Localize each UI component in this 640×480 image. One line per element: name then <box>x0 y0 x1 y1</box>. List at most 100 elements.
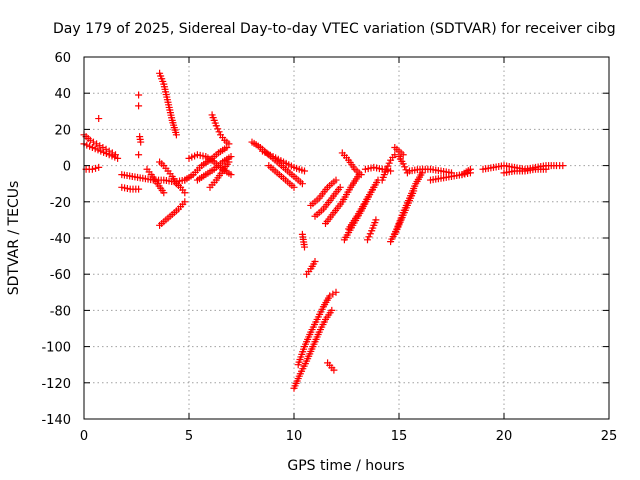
y-tick-label: -60 <box>50 268 71 283</box>
data-point <box>399 151 407 159</box>
y-tick-label: 20 <box>54 123 71 138</box>
series-arc-10 <box>135 151 143 159</box>
data-point <box>172 131 180 139</box>
data-point <box>212 122 220 130</box>
series-arc-19 <box>208 111 233 148</box>
data-point <box>114 154 122 162</box>
x-tick-label: 25 <box>601 429 618 444</box>
axis-ticks: 0 5 10 15 20 25 -140 -120 -100 -80 -60 -40 -20 0 20 40 6… <box>41 51 617 444</box>
series-arc-24 <box>290 306 336 392</box>
chart-title: Day 179 of 2025, Sidereal Day-to-day VTE… <box>53 21 616 37</box>
series-arc-21 <box>259 147 308 175</box>
data-point <box>227 153 235 161</box>
series-arc-11 <box>143 165 168 197</box>
data-point <box>330 366 338 374</box>
grid-lines <box>84 57 609 419</box>
data-point <box>311 258 319 266</box>
y-tick-label: 60 <box>54 51 71 66</box>
data-point <box>384 162 392 170</box>
series-arc-22 <box>265 162 298 191</box>
data-point <box>542 165 550 173</box>
y-tick-label: -20 <box>50 196 71 211</box>
data-point <box>181 198 189 206</box>
series-arc-18 <box>206 158 233 191</box>
data-point <box>135 91 143 99</box>
x-tick-label: 5 <box>185 429 193 444</box>
series-arc-26 <box>303 258 319 278</box>
data-point <box>391 151 399 159</box>
data-point <box>181 189 189 197</box>
series-arc-14 <box>156 198 189 229</box>
series-arc-12 <box>156 69 180 139</box>
x-tick-label: 10 <box>286 429 303 444</box>
series-arc-17 <box>193 153 235 184</box>
y-tick-label: -140 <box>41 413 71 428</box>
data-point <box>298 180 306 188</box>
y-tick-label: -120 <box>41 377 71 392</box>
series-arc-06 <box>118 183 143 193</box>
data-point <box>399 160 407 168</box>
series-arc-33 <box>338 149 365 179</box>
y-tick-label: -100 <box>41 341 71 356</box>
x-tick-label: 15 <box>391 429 408 444</box>
data-point <box>401 163 409 171</box>
data-point <box>290 183 298 191</box>
data-point <box>410 187 418 195</box>
data-point <box>466 165 474 173</box>
series-arc-08 <box>135 102 143 110</box>
data-point <box>92 164 100 172</box>
series-arc-25 <box>294 288 340 369</box>
series-arc-42 <box>458 165 474 179</box>
data-point <box>364 236 371 244</box>
series-arc-38 <box>391 187 418 238</box>
series-arc-27 <box>324 359 338 374</box>
series-arc-02 <box>80 140 122 162</box>
data-point <box>135 102 143 110</box>
y-tick-label: 40 <box>54 87 71 102</box>
data-point <box>95 163 103 171</box>
series-arc-28 <box>307 176 340 209</box>
series-arc-32 <box>345 183 378 233</box>
data-point <box>328 306 336 314</box>
y-tick-label: -80 <box>50 304 71 319</box>
x-tick-label: 0 <box>80 429 88 444</box>
data-point <box>370 183 378 191</box>
data-point <box>215 128 223 136</box>
data-point <box>387 167 395 175</box>
data-point <box>559 162 567 170</box>
data-points <box>80 69 567 392</box>
data-point <box>301 243 308 251</box>
data-point <box>88 165 96 173</box>
data-point <box>357 171 365 179</box>
series-arc-13 <box>156 158 189 197</box>
data-point <box>135 185 143 193</box>
y-tick-label: -40 <box>50 232 71 247</box>
y-axis-label: SDTVAR / TECUs <box>6 181 22 296</box>
series-arc-03 <box>82 163 103 173</box>
series-arc-35 <box>364 216 380 244</box>
y-tick-label: 0 <box>63 160 71 175</box>
data-point <box>227 171 235 179</box>
data-point <box>301 167 308 175</box>
data-point <box>366 230 374 238</box>
x-axis-label: GPS time / hours <box>287 458 404 474</box>
series-arc-44 <box>500 165 550 177</box>
data-point <box>365 233 373 241</box>
data-point <box>225 140 233 148</box>
series-arc-09 <box>136 133 145 146</box>
series-arc-15 <box>181 144 231 184</box>
series-arc-39 <box>391 144 407 159</box>
data-point <box>382 165 390 173</box>
x-tick-label: 20 <box>496 429 513 444</box>
series-arc-07 <box>135 91 143 99</box>
data-point <box>336 183 344 191</box>
data-point <box>95 115 103 123</box>
data-point <box>214 125 222 133</box>
data-point <box>135 151 143 159</box>
series-arc-29 <box>311 183 344 220</box>
data-point <box>137 138 145 146</box>
data-point <box>372 216 380 224</box>
data-point <box>160 189 168 197</box>
